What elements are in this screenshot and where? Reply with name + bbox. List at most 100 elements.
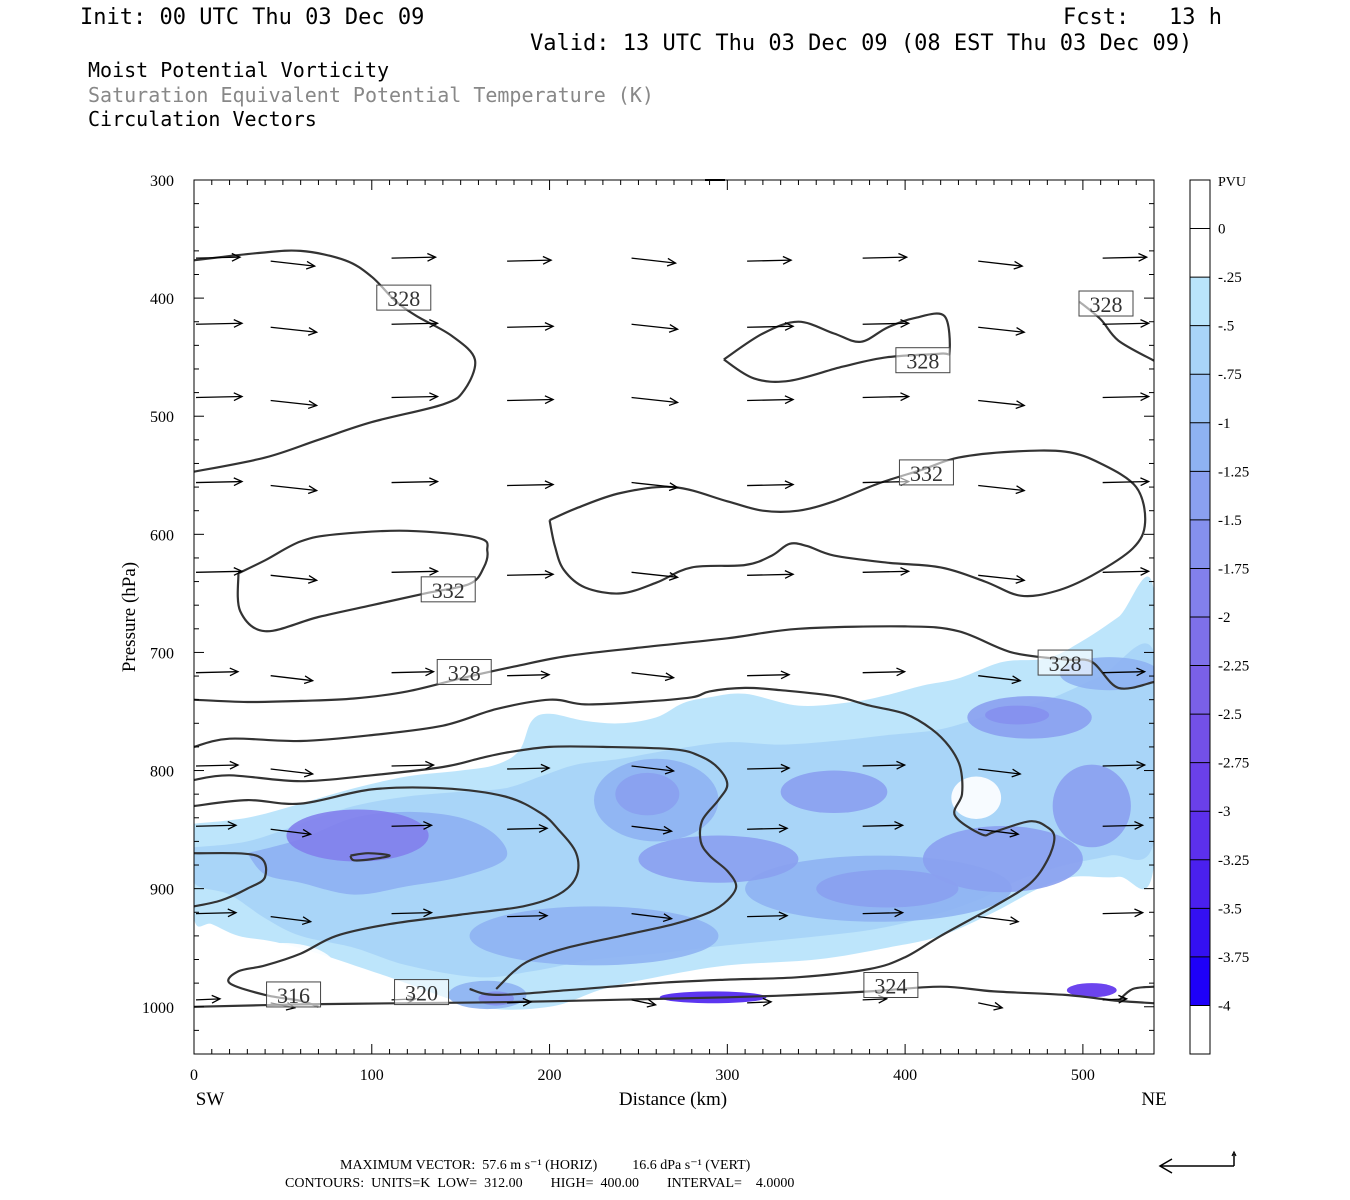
vector-arrowhead: [544, 480, 555, 490]
circulation-vector: [270, 399, 317, 407]
vector-arrowhead: [780, 670, 791, 680]
forecast-hour: Fcst: 13 h: [1063, 5, 1222, 30]
vector-arrowhead: [233, 319, 244, 328]
circulation-vector: [507, 573, 554, 576]
colorbar-swatch: [1190, 811, 1210, 860]
circulation-vector: [1102, 480, 1149, 484]
circulation-vector: [1102, 998, 1127, 1001]
vector-arrowhead: [1138, 252, 1149, 262]
circulation-vector: [747, 325, 794, 328]
contour-label: 324: [874, 973, 907, 998]
colorbar-label: -3.25: [1218, 853, 1249, 869]
vector-arrowhead: [542, 255, 553, 265]
vector-arrowhead: [303, 675, 315, 685]
vector-arrowhead: [1011, 768, 1022, 778]
colorbar-unit: PVU: [1218, 175, 1246, 190]
theta-contour-line: [548, 449, 1147, 598]
contour-label-box: [863, 971, 919, 998]
contour-label: 332: [910, 461, 943, 486]
circulation-vector: [747, 674, 790, 677]
colorbar-swatch: [1190, 617, 1210, 666]
circulation-vector: [631, 571, 678, 578]
colorbar-label: -2.25: [1218, 659, 1249, 675]
circulation-vector: [195, 322, 243, 325]
sw-label: SW: [196, 1089, 225, 1110]
vector-arrowhead: [668, 482, 680, 492]
contour-label: 316: [277, 983, 310, 1008]
circulation-vector: [862, 911, 903, 915]
circulation-vector: [978, 1002, 1003, 1009]
colorbar-swatch: [1190, 228, 1210, 278]
vector-arrowhead: [896, 760, 907, 770]
theta-contour-line: [1117, 985, 1154, 1002]
vector-arrowhead: [1136, 667, 1147, 677]
theta-contour-line: [194, 985, 1154, 1008]
vector-arrowhead: [668, 572, 680, 581]
x-tick-label: 500: [1071, 1067, 1095, 1084]
contour-label: 328: [448, 661, 481, 686]
vector-arrowhead: [233, 567, 244, 576]
vector-arrowhead: [778, 823, 789, 833]
y-tick-label: 600: [150, 527, 174, 544]
vector-arrowhead: [1015, 400, 1026, 410]
circulation-vector: [862, 322, 909, 325]
vector-arrowhead: [1015, 327, 1026, 336]
vector-arrowhead: [540, 670, 551, 680]
colorbar-swatch: [1190, 568, 1210, 617]
colorbar-label: -.5: [1218, 319, 1234, 335]
pv-shade-region: [1066, 983, 1117, 998]
vector-arrowhead: [425, 667, 436, 677]
colorbar-swatch: [1190, 422, 1210, 472]
vector-arrowhead: [1140, 567, 1151, 576]
contour-note: CONTOURS: UNITS=K LOW= 312.00 HIGH= 400.…: [285, 1176, 795, 1191]
y-tick-label: 900: [150, 882, 174, 899]
y-tick-label: 800: [150, 764, 174, 781]
circulation-vector: [270, 326, 317, 333]
contour-label-box: [898, 459, 954, 486]
vector-arrowhead: [211, 994, 222, 1004]
colorbar-label: 0: [1218, 222, 1226, 238]
vector-arrowhead: [427, 252, 438, 262]
circulation-vector: [391, 256, 436, 259]
vector-arrowhead: [1140, 392, 1151, 402]
vector-arrowhead: [664, 672, 676, 682]
circulation-vector: [747, 573, 794, 576]
vector-arrowhead: [646, 998, 658, 1008]
circulation-vector: [978, 574, 1025, 581]
circulation-vector: [631, 825, 672, 832]
circulation-vector: [747, 259, 792, 262]
vector-arrowhead: [307, 575, 319, 584]
circulation-vector: [978, 484, 1025, 492]
vector-arrowhead: [662, 913, 674, 923]
contour-label: 328: [906, 349, 939, 374]
circulation-vector: [1102, 322, 1149, 325]
circulation-vector: [631, 672, 674, 679]
vector-arrowhead: [894, 820, 905, 830]
init-time: Init: 00 UTC Thu 03 Dec 09: [80, 5, 425, 30]
vector-arrowhead: [1118, 994, 1129, 1004]
circulation-vector: [391, 764, 434, 767]
colorbar-label: -3: [1218, 804, 1231, 820]
vector-arrowhead: [425, 760, 436, 770]
contour-label-box: [1078, 290, 1134, 317]
circulation-vector: [195, 256, 241, 259]
contour-label-box: [376, 284, 432, 311]
vector-arrowhead: [423, 820, 434, 830]
vector-arrowhead: [1134, 820, 1145, 830]
y-tick-label: 300: [150, 173, 174, 190]
max-vector-note: MAXIMUM VECTOR: 57.6 m s⁻¹ (HORIZ) 16.6 …: [340, 1158, 751, 1173]
circulation-vector: [270, 675, 313, 682]
plot-area: [194, 249, 1154, 1011]
x-tick-label: 100: [360, 1067, 384, 1084]
vector-arrowhead: [668, 397, 680, 407]
colorbar-label: -4: [1218, 998, 1231, 1014]
colorbar-label: -1: [1218, 416, 1231, 432]
circulation-vector: [507, 325, 554, 328]
vector-arrowhead: [1013, 260, 1024, 270]
vector-arrowhead: [301, 916, 313, 926]
circulation-vector: [747, 767, 790, 770]
colorbar-label: -1.5: [1218, 513, 1242, 529]
circulation-vector: [507, 259, 552, 262]
vector-arrowhead: [780, 763, 791, 773]
circulation-vector: [862, 570, 909, 573]
